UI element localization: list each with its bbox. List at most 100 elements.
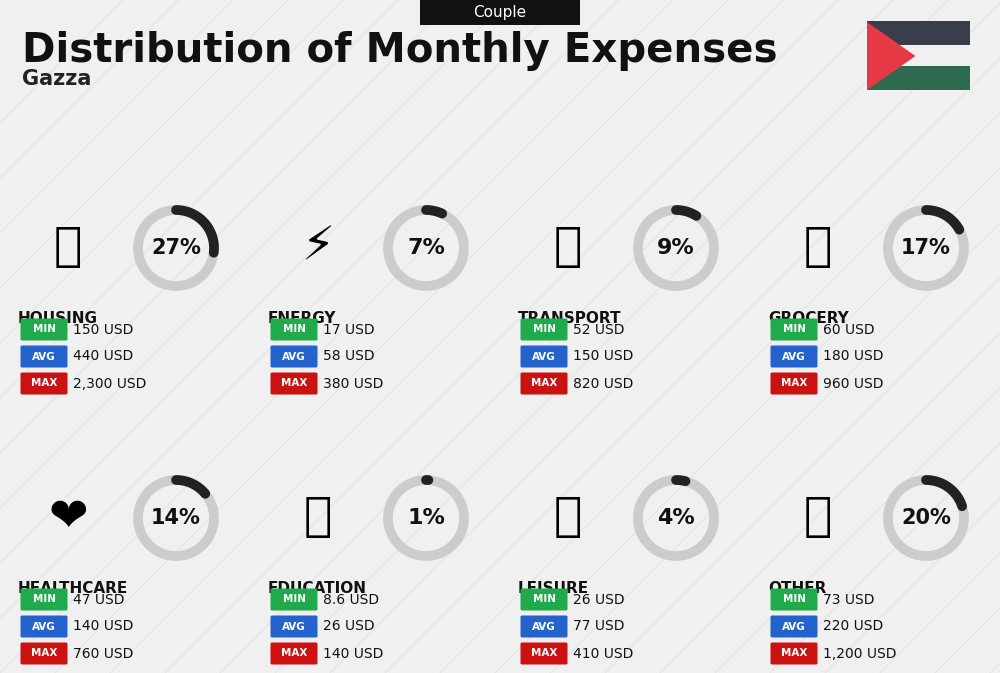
Text: AVG: AVG — [32, 621, 56, 631]
Text: AVG: AVG — [532, 351, 556, 361]
FancyBboxPatch shape — [20, 318, 68, 341]
Text: 17%: 17% — [901, 238, 951, 258]
FancyBboxPatch shape — [520, 345, 568, 367]
Text: AVG: AVG — [532, 621, 556, 631]
Text: MIN: MIN — [32, 594, 56, 604]
FancyBboxPatch shape — [770, 616, 818, 637]
FancyBboxPatch shape — [520, 643, 568, 664]
Text: 60 USD: 60 USD — [823, 322, 875, 336]
FancyBboxPatch shape — [867, 44, 970, 67]
Text: 380 USD: 380 USD — [323, 376, 383, 390]
Text: TRANSPORT: TRANSPORT — [518, 311, 622, 326]
Text: 47 USD: 47 USD — [73, 592, 124, 606]
Text: OTHER: OTHER — [768, 581, 826, 596]
FancyBboxPatch shape — [520, 616, 568, 637]
Text: 140 USD: 140 USD — [73, 620, 133, 633]
FancyBboxPatch shape — [270, 588, 318, 610]
Text: 150 USD: 150 USD — [73, 322, 133, 336]
Text: 410 USD: 410 USD — [573, 647, 633, 660]
Text: ❤: ❤ — [48, 495, 88, 540]
Text: MAX: MAX — [281, 378, 307, 388]
Text: 58 USD: 58 USD — [323, 349, 375, 363]
Text: MAX: MAX — [31, 378, 57, 388]
FancyBboxPatch shape — [867, 67, 970, 90]
Text: ENERGY: ENERGY — [268, 311, 336, 326]
Text: 20%: 20% — [901, 508, 951, 528]
Text: 77 USD: 77 USD — [573, 620, 624, 633]
Text: MIN: MIN — [283, 594, 306, 604]
Text: MAX: MAX — [31, 649, 57, 658]
FancyBboxPatch shape — [20, 372, 68, 394]
Text: 960 USD: 960 USD — [823, 376, 884, 390]
Text: MAX: MAX — [531, 378, 557, 388]
Text: AVG: AVG — [782, 351, 806, 361]
Text: 🏢: 🏢 — [54, 225, 82, 271]
Text: 440 USD: 440 USD — [73, 349, 133, 363]
Text: 🛒: 🛒 — [804, 225, 832, 271]
Text: 150 USD: 150 USD — [573, 349, 633, 363]
Text: MAX: MAX — [281, 649, 307, 658]
Text: HOUSING: HOUSING — [18, 311, 98, 326]
FancyBboxPatch shape — [270, 616, 318, 637]
Text: 🛍: 🛍 — [554, 495, 582, 540]
Text: Distribution of Monthly Expenses: Distribution of Monthly Expenses — [22, 31, 778, 71]
Text: 27%: 27% — [151, 238, 201, 258]
FancyBboxPatch shape — [770, 643, 818, 664]
Text: 🎓: 🎓 — [304, 495, 332, 540]
Text: 73 USD: 73 USD — [823, 592, 874, 606]
Text: MIN: MIN — [532, 324, 556, 334]
Text: Gazza: Gazza — [22, 69, 91, 89]
Text: 52 USD: 52 USD — [573, 322, 624, 336]
Text: HEALTHCARE: HEALTHCARE — [18, 581, 128, 596]
FancyBboxPatch shape — [20, 616, 68, 637]
Text: MIN: MIN — [532, 594, 556, 604]
FancyBboxPatch shape — [270, 643, 318, 664]
Text: ⚡: ⚡ — [301, 225, 335, 271]
Text: MAX: MAX — [781, 378, 807, 388]
Text: 180 USD: 180 USD — [823, 349, 884, 363]
Text: GROCERY: GROCERY — [768, 311, 849, 326]
Text: 8.6 USD: 8.6 USD — [323, 592, 379, 606]
FancyBboxPatch shape — [770, 318, 818, 341]
Text: 220 USD: 220 USD — [823, 620, 883, 633]
Text: AVG: AVG — [32, 351, 56, 361]
Text: MAX: MAX — [781, 649, 807, 658]
Text: Couple: Couple — [473, 5, 527, 20]
FancyBboxPatch shape — [20, 643, 68, 664]
Text: MIN: MIN — [283, 324, 306, 334]
Text: 26 USD: 26 USD — [573, 592, 625, 606]
Text: AVG: AVG — [282, 621, 306, 631]
FancyBboxPatch shape — [770, 588, 818, 610]
Text: MIN: MIN — [32, 324, 56, 334]
Text: LEISURE: LEISURE — [518, 581, 589, 596]
Text: 4%: 4% — [657, 508, 695, 528]
FancyBboxPatch shape — [520, 372, 568, 394]
Text: 14%: 14% — [151, 508, 201, 528]
Text: 26 USD: 26 USD — [323, 620, 375, 633]
FancyBboxPatch shape — [520, 318, 568, 341]
Text: 🚌: 🚌 — [554, 225, 582, 271]
Text: 9%: 9% — [657, 238, 695, 258]
Text: 💰: 💰 — [804, 495, 832, 540]
Text: AVG: AVG — [282, 351, 306, 361]
FancyBboxPatch shape — [270, 372, 318, 394]
Text: 1%: 1% — [407, 508, 445, 528]
Text: 7%: 7% — [407, 238, 445, 258]
FancyBboxPatch shape — [770, 345, 818, 367]
Text: MIN: MIN — [782, 594, 806, 604]
FancyBboxPatch shape — [420, 0, 580, 25]
Text: EDUCATION: EDUCATION — [268, 581, 367, 596]
FancyBboxPatch shape — [770, 372, 818, 394]
Text: MIN: MIN — [782, 324, 806, 334]
Text: AVG: AVG — [782, 621, 806, 631]
Text: 760 USD: 760 USD — [73, 647, 133, 660]
Text: 17 USD: 17 USD — [323, 322, 375, 336]
FancyBboxPatch shape — [270, 318, 318, 341]
FancyBboxPatch shape — [20, 588, 68, 610]
FancyBboxPatch shape — [270, 345, 318, 367]
Text: 2,300 USD: 2,300 USD — [73, 376, 146, 390]
Text: 140 USD: 140 USD — [323, 647, 383, 660]
FancyBboxPatch shape — [20, 345, 68, 367]
Polygon shape — [867, 22, 915, 90]
FancyBboxPatch shape — [520, 588, 568, 610]
